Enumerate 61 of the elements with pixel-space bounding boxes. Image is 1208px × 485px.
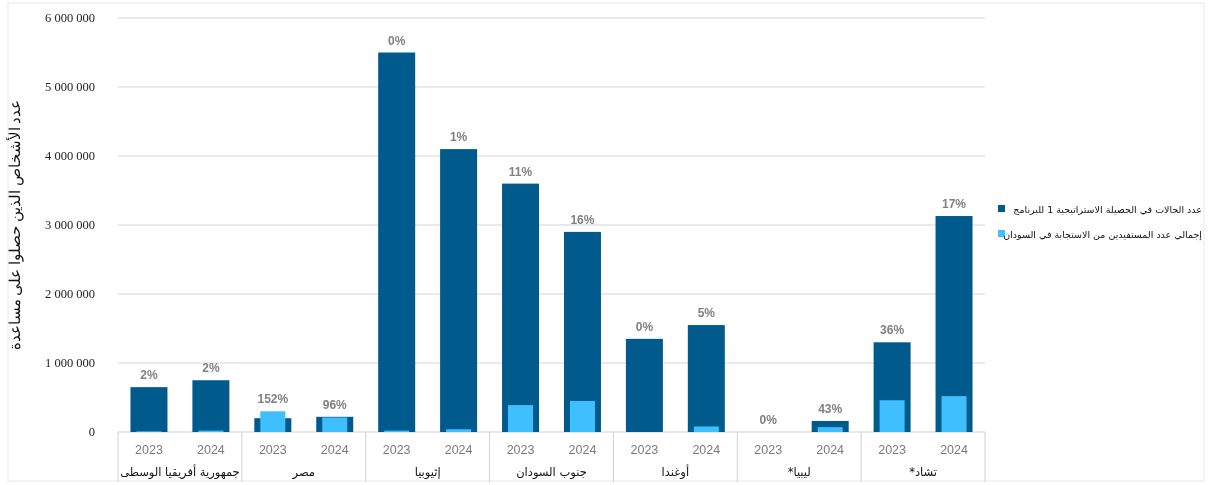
y-tick-label: 5 000 000 [45,80,95,94]
bar [508,405,534,432]
x-tick-label: 2023 [754,443,783,457]
x-tick-label: 2023 [506,443,535,457]
y-tick-label: 0 [88,425,95,439]
bar [817,427,843,432]
text: ليبيا* [787,465,811,479]
annotation: 0% [388,33,406,48]
bar [192,380,230,432]
bar [322,417,348,432]
bar [569,400,595,432]
y-axis-title: عدد الأشخاص الذين حصلوا على مساعدة [6,99,24,351]
annotation: 96% [322,397,348,412]
x-tick-label: 2023 [382,443,411,457]
x-tick-label: 2024 [320,443,349,457]
x-tick-label: 2023 [135,443,163,457]
annotation: 2% [202,361,220,376]
annotation: 2% [140,368,158,383]
text: مصر [291,465,316,480]
x-tick-label: 2023 [630,443,659,457]
x-tick-label: 2024 [444,443,473,457]
bar [378,52,416,432]
bar [446,429,472,432]
text: إثيوبيا [414,465,441,480]
bar [941,396,967,432]
annotation: 152% [257,392,289,407]
annotation: 5% [697,306,716,321]
annotation: 0% [759,413,778,427]
bar [687,325,725,432]
bar [879,400,905,432]
annotation: 0% [635,319,654,334]
annotation: 1% [449,130,468,145]
text: أوغندا [661,464,690,480]
bar [260,411,286,432]
y-tick-label: 6 000 000 [45,11,95,25]
x-tick-label: 2024 [196,443,225,457]
legend-label: عدد الحالات في الحصيلة الاستراتيجية 1 للبرنامج [1013,204,1202,215]
x-tick-label: 2023 [258,443,287,457]
bar [502,183,540,432]
x-tick-label: 2024 [816,443,845,457]
annotation: 36% [880,323,905,338]
text: جمهورية أفريقيا الوسطى [120,464,240,480]
annotation: 43% [818,401,843,416]
x-tick-label: 2023 [878,443,907,457]
text: جنوب السودان [516,465,587,480]
legend-label: إجمالي عدد المستفيدين من الاستجابة في السودان [1003,229,1203,241]
annotation: 17% [942,197,967,212]
annotation: 16% [570,212,595,227]
bar [130,387,168,432]
y-tick-label: 2 000 000 [45,287,95,301]
text: تشاد* [909,465,937,479]
y-tick-label: 3 000 000 [45,218,95,232]
bar [440,149,478,432]
x-tick-label: 2024 [692,443,721,457]
y-tick-label: 4 000 000 [45,149,95,163]
x-tick-label: 2024 [568,443,597,457]
y-tick-label: 1 000 000 [45,356,95,370]
x-tick-label: 2024 [940,443,968,457]
bar [693,426,719,432]
annotation: 11% [508,164,533,179]
bar [625,338,663,432]
